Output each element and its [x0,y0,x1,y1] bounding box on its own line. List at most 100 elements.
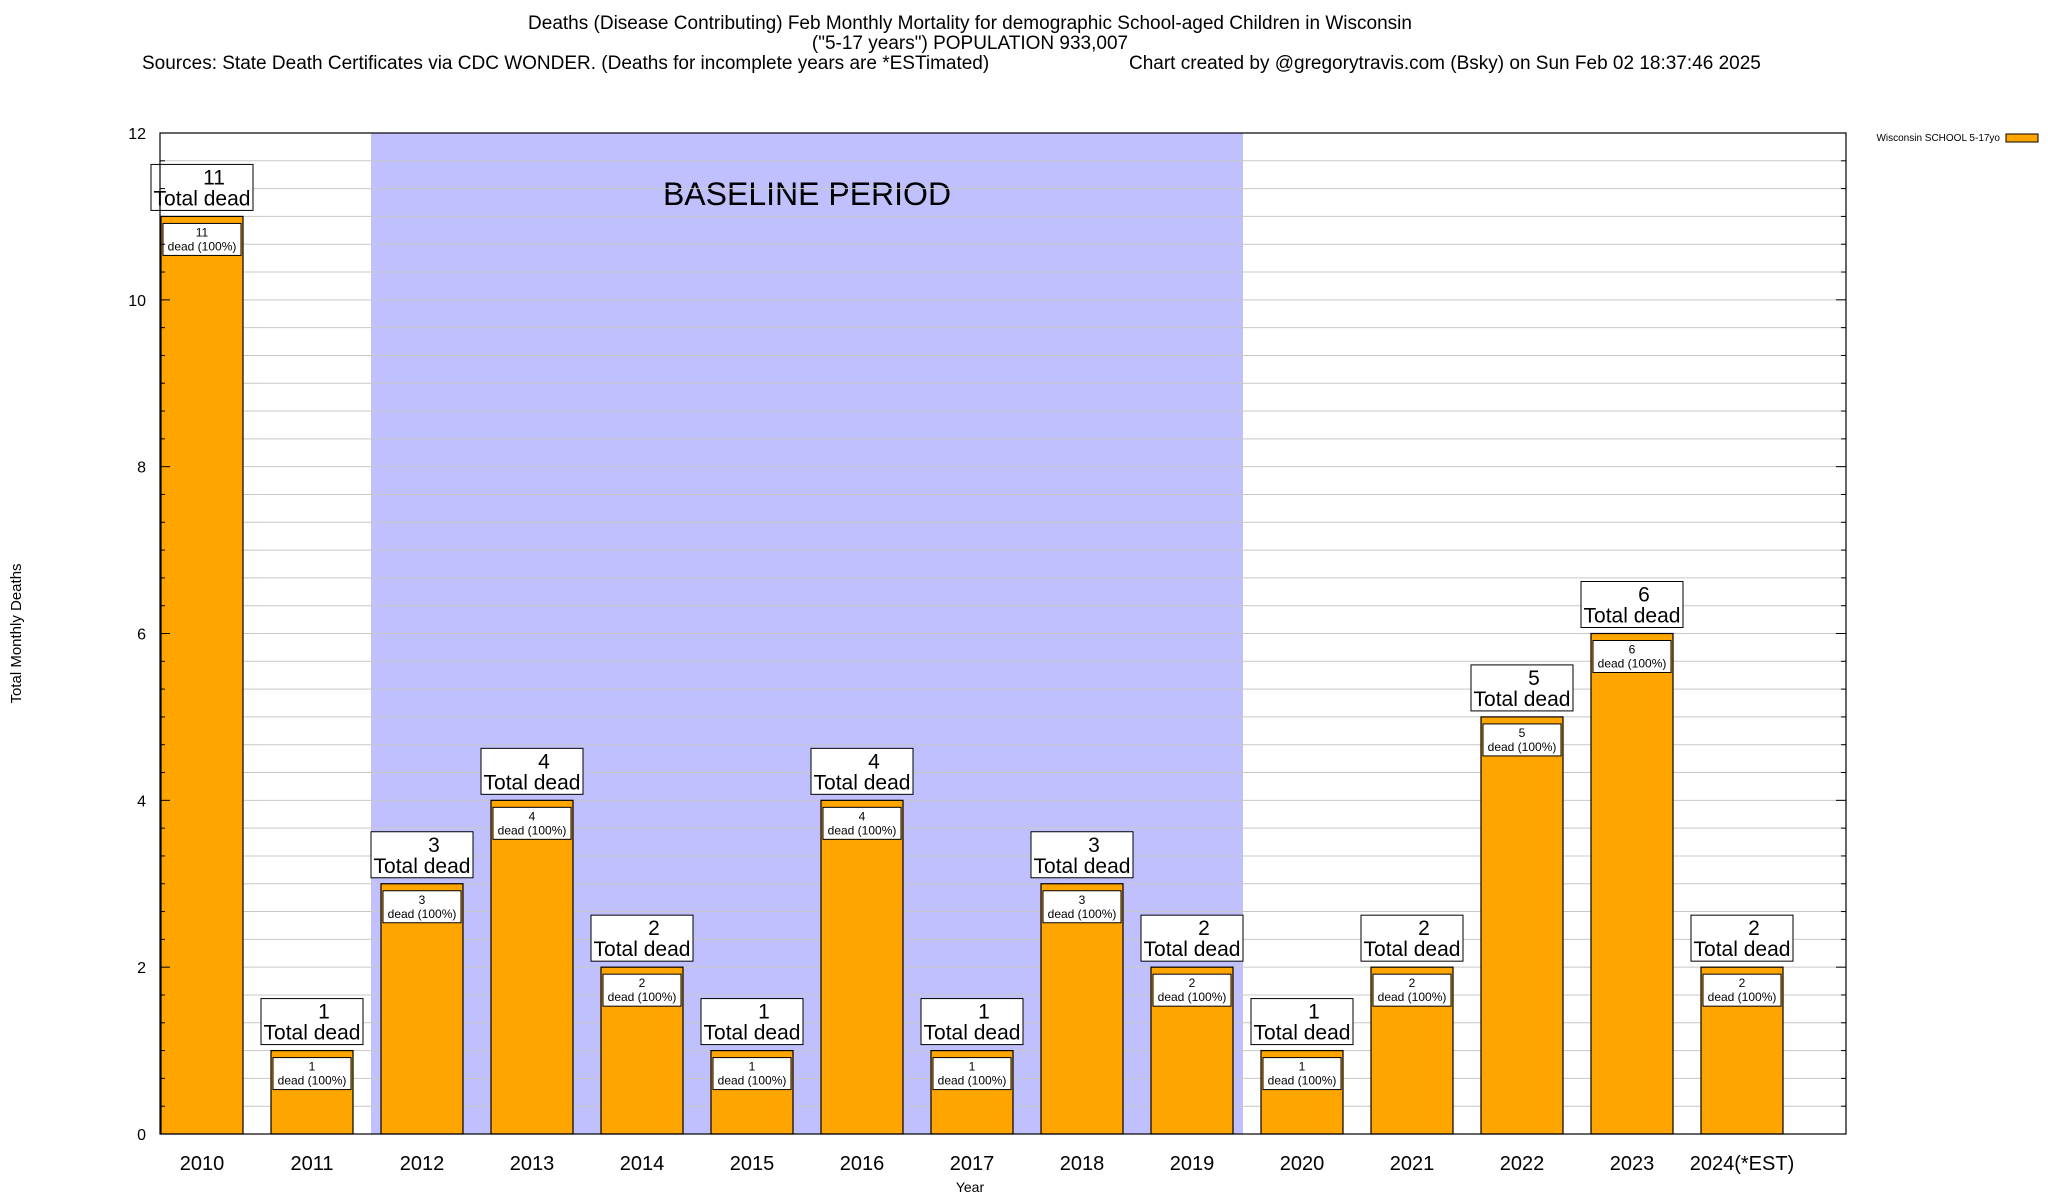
total-label-count: 1 [318,1001,330,1024]
total-label-text: Total dead [1144,938,1241,961]
inner-label-box [1372,973,1452,1007]
total-label-text: Total dead [1694,938,1791,961]
x-tick-label: 2013 [510,1153,555,1175]
baseline-label: BASELINE PERIOD [663,176,951,212]
inner-label-text: dead (100%) [1158,990,1227,1004]
inner-label-text: dead (100%) [168,239,237,253]
inner-label-box [1152,973,1232,1007]
inner-label-count: 11 [196,225,209,239]
inner-label-text: dead (100%) [718,1074,787,1088]
total-label-text: Total dead [704,1022,801,1045]
total-label-count: 1 [758,1001,770,1024]
inner-label-count: 2 [1189,976,1196,990]
inner-label-count: 6 [1629,643,1636,657]
inner-label-box [162,222,242,256]
inner-label-count: 1 [309,1060,316,1074]
inner-label-box [1592,640,1672,673]
inner-label-box [602,973,682,1007]
y-axis-label: Total Monthly Deaths [8,563,25,703]
inner-label-text: dead (100%) [1488,740,1557,754]
inner-label-text: dead (100%) [938,1074,1007,1088]
total-label-box [700,998,804,1046]
bar [1590,632,1674,1135]
legend-swatch [2005,133,2039,143]
x-tick-label: 2023 [1610,1153,1655,1175]
total-label-box [590,914,694,962]
total-label-text: Total dead [924,1022,1021,1045]
total-label-box [1140,914,1244,962]
total-label-box [260,998,364,1046]
inner-label-count: 4 [859,809,866,823]
total-label-text: Total dead [154,187,251,210]
inner-label-box [492,806,572,840]
x-tick-label: 2018 [1060,1153,1105,1175]
bar [1040,883,1124,1135]
total-label-box [920,998,1024,1046]
total-label-text: Total dead [1474,688,1571,711]
total-label-text: Total dead [814,771,911,794]
x-tick-label: 2010 [180,1153,225,1175]
x-tick-label: 2024(*EST) [1690,1153,1795,1175]
inner-label-box [1702,973,1782,1007]
total-label-box [1470,664,1574,712]
inner-label-box [712,1057,792,1091]
y-tick-label: 12 [128,126,146,143]
inner-label-text: dead (100%) [1598,657,1667,671]
inner-label-count: 1 [969,1060,976,1074]
inner-label-text: dead (100%) [608,990,677,1004]
total-label-count: 4 [868,750,880,773]
inner-label-text: dead (100%) [1708,990,1777,1004]
inner-label-count: 2 [1409,976,1416,990]
total-label-count: 3 [428,834,440,857]
x-tick-label: 2021 [1390,1153,1435,1175]
inner-label-text: dead (100%) [1048,907,1117,921]
inner-label-box [932,1057,1012,1091]
total-label-text: Total dead [594,938,691,961]
total-label-box [1580,581,1684,628]
total-label-text: Total dead [374,855,471,878]
bar [160,215,244,1135]
inner-label-box [1262,1057,1342,1091]
bar [1480,716,1564,1135]
x-tick-label: 2022 [1500,1153,1545,1175]
total-label-count: 2 [648,917,660,940]
inner-label-box [822,806,902,840]
total-label-count: 6 [1638,584,1650,607]
total-label-text: Total dead [1254,1022,1351,1045]
chart-title-line-2: ("5-17 years") POPULATION 933,007 [811,33,1129,54]
total-label-box [1030,831,1134,879]
y-tick-label: 8 [137,460,146,477]
y-tick-label: 2 [137,960,146,977]
x-tick-label: 2012 [400,1153,445,1175]
total-label-count: 11 [203,166,225,189]
inner-label-count: 1 [1299,1060,1306,1074]
total-label-box [370,831,474,879]
inner-label-box [1482,723,1562,757]
x-tick-label: 2017 [950,1153,995,1175]
total-label-count: 5 [1528,667,1540,690]
total-label-count: 1 [1308,1001,1320,1024]
total-label-box [1690,914,1794,962]
total-label-text: Total dead [484,771,581,794]
inner-label-count: 3 [419,893,426,907]
inner-label-count: 3 [1079,893,1086,907]
legend-label: Wisconsin SCHOOL 5-17yo [1876,133,2000,144]
inner-label-text: dead (100%) [828,823,897,837]
total-label-text: Total dead [1364,938,1461,961]
total-label-text: Total dead [1034,855,1131,878]
total-label-box [150,163,254,211]
bar [380,883,464,1135]
inner-label-text: dead (100%) [278,1074,347,1088]
x-tick-label: 2016 [840,1153,885,1175]
x-tick-label: 2014 [620,1153,665,1175]
inner-label-count: 2 [1739,976,1746,990]
inner-label-count: 2 [639,976,646,990]
bar [490,799,574,1135]
y-tick-label: 0 [137,1127,146,1144]
inner-label-count: 4 [529,809,536,823]
chart-title-line-1: Deaths (Disease Contributing) Feb Monthl… [528,13,1412,34]
total-label-box [1360,914,1464,962]
inner-label-text: dead (100%) [1378,990,1447,1004]
